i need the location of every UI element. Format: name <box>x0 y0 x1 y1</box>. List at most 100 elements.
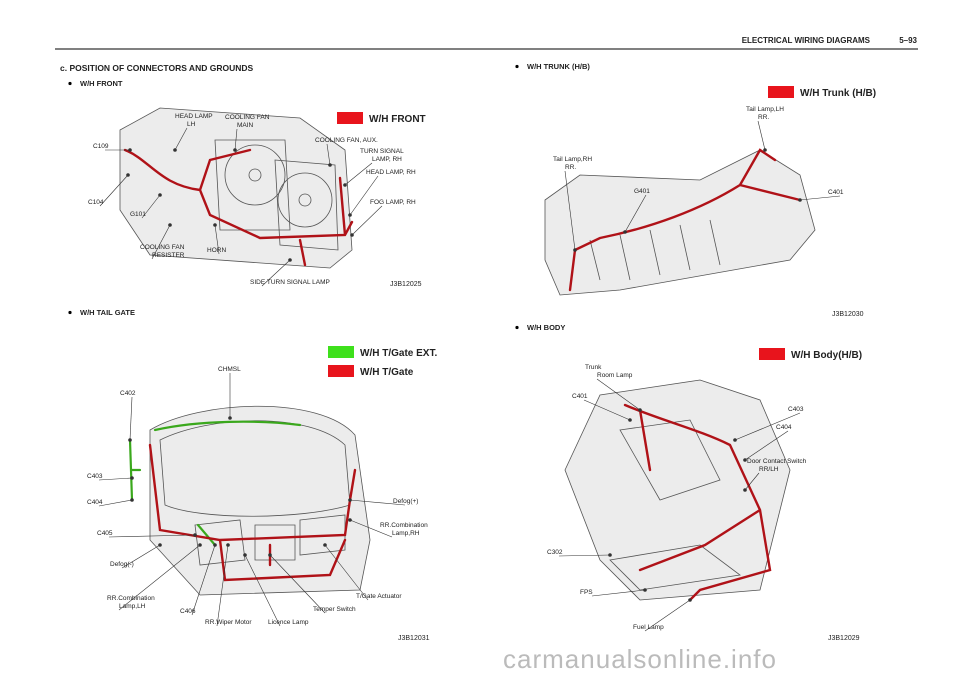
leader-line <box>644 599 691 632</box>
callout-label: C104 <box>88 199 104 206</box>
callout-label: Defog(+) <box>393 498 418 505</box>
callout-label: HEAD LAMP, RH <box>366 169 416 176</box>
connector-point <box>628 418 632 422</box>
callout-label: C401 <box>572 393 588 400</box>
figure-code: J3B12031 <box>398 635 430 642</box>
callout-label: TURN SIGNAL <box>360 148 404 155</box>
trunk-drawing <box>544 148 816 296</box>
leader-line <box>734 412 801 441</box>
connector-point <box>288 258 292 262</box>
legend-label: W/H Trunk (H/B) <box>800 88 876 99</box>
callout-label: RR. <box>565 164 576 171</box>
connector-point <box>343 183 347 187</box>
callout-label: C109 <box>93 143 109 150</box>
bullet-dot <box>515 325 519 330</box>
leader-line <box>744 472 760 491</box>
figure-code: J3B12030 <box>832 311 864 318</box>
callout-label: C404 <box>776 424 792 431</box>
callout-label: Trunk <box>585 364 602 371</box>
callout-label: C302 <box>547 549 563 556</box>
connector-point <box>608 553 612 557</box>
connector-point <box>233 148 237 152</box>
connector-point <box>168 223 172 227</box>
callout-label: T/Gate Actuator <box>356 593 402 600</box>
leader-line <box>591 589 646 597</box>
callout-label: C406 <box>180 608 196 615</box>
leader-line <box>261 259 291 287</box>
connector-point <box>348 213 352 217</box>
connector-point <box>213 223 217 227</box>
panel-heading: W/H BODY <box>527 323 565 332</box>
callout-label: RR/LH <box>759 466 779 473</box>
leader-line <box>98 499 133 507</box>
legend-swatch <box>768 86 794 98</box>
leader-line <box>349 175 379 216</box>
callout-label: COOLING FAN <box>140 244 185 251</box>
connector-point <box>323 543 327 547</box>
figure-code: J3B12029 <box>828 635 860 642</box>
connector-point <box>128 148 132 152</box>
connector-point <box>348 518 352 522</box>
callout-label: FOG LAMP, RH <box>370 199 416 206</box>
leader-line <box>558 554 611 557</box>
connector-point <box>350 233 354 237</box>
watermark: carmanualsonline.info <box>503 644 777 674</box>
leader-line <box>744 430 789 461</box>
legend-swatch <box>328 365 354 377</box>
body-drawing <box>564 379 791 602</box>
tailgate-drawing <box>128 405 371 596</box>
callout-label: Fuel Lamp <box>633 624 664 631</box>
callout-label: SIDE TURN SIGNAL LAMP <box>250 279 330 286</box>
leader-line <box>121 544 161 569</box>
leader-line <box>191 544 216 616</box>
legend-label: W/H FRONT <box>369 114 426 125</box>
bullet-dot <box>68 310 72 315</box>
leader-line <box>624 194 647 233</box>
callout-label: COOLING FAN, AUX. <box>315 137 378 144</box>
callout-label: RR.Combination <box>380 522 428 529</box>
connector-point <box>573 248 577 252</box>
connector-point <box>130 498 134 502</box>
legend-label: W/H Body(H/B) <box>791 350 862 361</box>
panel-heading: W/H TAIL GATE <box>80 308 135 317</box>
connector-point <box>243 553 247 557</box>
callout-label: Door Contact Switch <box>747 458 807 465</box>
callout-label: Lamp,LH <box>119 603 146 610</box>
callout-label: Temper Switch <box>313 606 356 613</box>
callout-label: MAIN <box>237 122 254 129</box>
leader-line <box>349 519 393 538</box>
legend-swatch <box>759 348 785 360</box>
connector-point <box>328 163 332 167</box>
leader-line <box>349 499 406 506</box>
leader-line <box>583 399 631 421</box>
header-title: ELECTRICAL WIRING DIAGRAMS <box>742 36 871 45</box>
legend-swatch <box>328 346 354 358</box>
connector-point <box>733 438 737 442</box>
leader-line <box>129 396 133 441</box>
connector-point <box>643 588 647 592</box>
leader-line <box>757 120 766 151</box>
leader-line <box>98 477 133 481</box>
connector-point <box>798 198 802 202</box>
legend-swatch <box>337 112 363 124</box>
legend-label: W/H T/Gate <box>360 367 414 378</box>
callout-label: G101 <box>130 211 146 218</box>
leader-line <box>216 544 229 627</box>
panel-heading: W/H TRUNK (H/B) <box>527 62 590 71</box>
connector-point <box>623 230 627 234</box>
callout-label: LH <box>187 121 196 128</box>
leader-line <box>326 143 331 166</box>
section-title: c. POSITION OF CONNECTORS AND GROUNDS <box>60 63 253 73</box>
callout-label: Licence Lamp <box>268 619 309 626</box>
callout-label: RESISTER <box>152 252 185 259</box>
callout-label: COOLING FAN <box>225 114 270 121</box>
figure-code: J3B12025 <box>390 281 422 288</box>
callout-label: C403 <box>788 406 804 413</box>
callout-label: RR.Combination <box>107 595 155 602</box>
callout-label: FPS <box>580 589 593 596</box>
leader-line <box>118 544 201 611</box>
leader-line <box>141 194 161 219</box>
callout-label: C402 <box>120 390 136 397</box>
callout-label: C401 <box>828 189 844 196</box>
